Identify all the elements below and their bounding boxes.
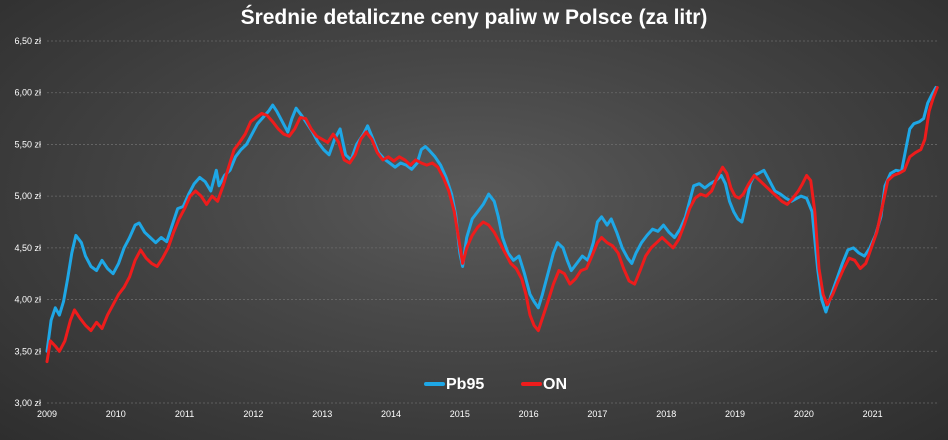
legend-label-on: ON — [543, 376, 567, 393]
y-tick-label: 5,50 zł — [14, 139, 41, 149]
y-tick-label: 3,50 zł — [14, 346, 41, 356]
series-line-on — [45, 86, 939, 364]
x-tick-label: 2010 — [106, 409, 126, 419]
legend-item-on: ON — [521, 376, 567, 393]
x-tick-label: 2012 — [243, 409, 263, 419]
x-tick-label: 2014 — [381, 409, 401, 419]
y-tick-label: 6,00 zł — [14, 88, 41, 98]
x-tick-label: 2016 — [519, 409, 539, 419]
y-tick-label: 5,00 zł — [14, 191, 41, 201]
x-axis-ticks: 2009 2010 2011 2012 2013 2014 2015 2016 2017 2018… — [37, 409, 883, 419]
y-axis-ticks: 3,00 zł 3,50 zł 4,00 zł 4,50 zł 5,00 zł 5,50 … — [14, 36, 41, 408]
x-tick-label: 2011 — [175, 409, 194, 419]
x-tick-label: 2009 — [37, 409, 57, 419]
grid-lines — [47, 40, 938, 404]
legend-label-pb95: Pb95 — [446, 376, 484, 393]
legend: Pb95 ON — [424, 376, 567, 393]
y-tick-label: 6,50 zł — [14, 36, 41, 46]
x-tick-label: 2017 — [587, 409, 607, 419]
chart-title: Średnie detaliczne ceny paliw w Polsce (… — [241, 5, 708, 29]
legend-item-pb95: Pb95 — [424, 376, 484, 393]
series-lines — [45, 86, 939, 364]
x-tick-label: 2021 — [863, 409, 883, 419]
x-tick-label: 2018 — [656, 409, 676, 419]
y-tick-label: 4,00 zł — [14, 295, 41, 305]
x-tick-label: 2013 — [312, 409, 332, 419]
y-tick-label: 4,50 zł — [14, 243, 41, 253]
x-tick-label: 2019 — [725, 409, 745, 419]
x-tick-label: 2020 — [794, 409, 814, 419]
x-tick-label: 2015 — [450, 409, 470, 419]
y-tick-label: 3,00 zł — [14, 398, 41, 408]
